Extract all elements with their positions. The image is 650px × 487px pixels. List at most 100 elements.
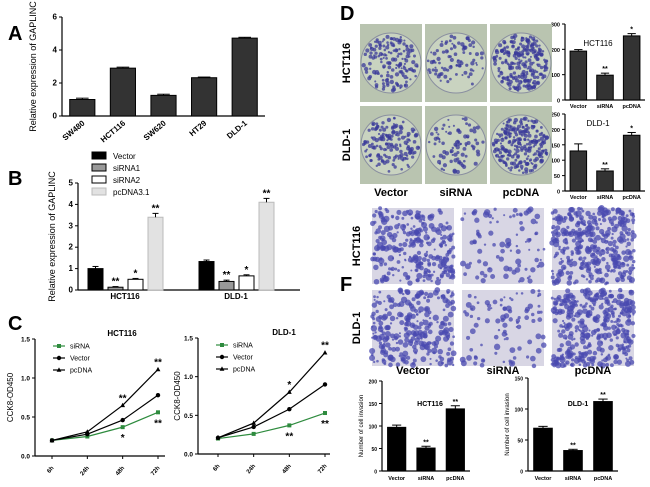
invaded-cell	[550, 357, 555, 362]
colony	[452, 35, 457, 40]
invaded-cell	[632, 248, 636, 253]
invaded-cell	[490, 307, 493, 310]
colony	[371, 145, 376, 150]
invaded-cell	[578, 351, 582, 355]
colony	[389, 41, 393, 45]
invaded-cell	[412, 358, 417, 363]
colony	[374, 44, 378, 48]
significance-mark: **	[285, 431, 293, 442]
x-tick-label: HCT116	[110, 292, 140, 301]
legend-marker-Vector	[219, 354, 225, 360]
colony	[479, 51, 484, 56]
invaded-cell	[558, 247, 561, 251]
invaded-cell	[591, 252, 596, 257]
invaded-cell	[582, 275, 586, 278]
invaded-cell	[583, 361, 587, 364]
invaded-cell	[612, 239, 617, 245]
invaded-cell	[615, 264, 621, 269]
invaded-cell	[414, 268, 418, 272]
invaded-cell	[534, 257, 539, 263]
invaded-cell	[628, 255, 634, 261]
colony	[405, 47, 410, 52]
colony	[363, 66, 369, 72]
invaded-cell	[370, 256, 375, 262]
colony	[381, 78, 385, 82]
colony	[509, 168, 513, 172]
legend-marker-Vector	[56, 355, 62, 361]
invaded-cell	[390, 214, 395, 219]
invaded-cell	[422, 319, 425, 322]
bar-siRNA1-HCT116	[107, 286, 124, 291]
invaded-cell	[534, 232, 538, 236]
colony	[518, 146, 521, 149]
invaded-cell	[442, 240, 447, 245]
invaded-cell	[596, 327, 600, 332]
colony	[516, 128, 519, 131]
colony	[391, 163, 395, 167]
y-tick-label: 4	[69, 200, 74, 209]
colony	[412, 69, 417, 73]
invaded-cell	[624, 231, 629, 235]
colony	[510, 65, 515, 70]
invaded-cell	[606, 250, 610, 255]
invaded-cell	[495, 254, 500, 259]
invaded-cell	[568, 206, 574, 213]
colony	[510, 154, 515, 159]
legend-swatch-Vector	[91, 151, 107, 160]
colony	[532, 80, 537, 84]
invaded-cell	[537, 289, 541, 293]
invaded-cell	[617, 314, 621, 318]
invaded-cell	[433, 248, 436, 251]
colony	[525, 39, 530, 43]
invaded-cell	[404, 289, 408, 293]
colony	[468, 72, 473, 77]
colony	[392, 158, 396, 162]
data-point-Vector	[287, 406, 292, 412]
invaded-cell	[446, 351, 451, 356]
invaded-cell	[399, 312, 404, 318]
invaded-cell	[620, 275, 625, 280]
bar-pcDNA	[593, 401, 613, 472]
colony	[475, 52, 479, 57]
data-point-siRNA	[156, 410, 160, 415]
colony	[412, 139, 417, 144]
invaded-cell	[627, 227, 631, 232]
colony	[512, 120, 517, 125]
colony	[519, 122, 524, 126]
colony	[409, 78, 412, 81]
invaded-cell	[431, 341, 437, 346]
invaded-cell	[592, 215, 598, 221]
invaded-cell	[395, 215, 400, 221]
invaded-cell	[371, 311, 376, 317]
invaded-cell	[493, 334, 499, 340]
colony	[441, 127, 444, 131]
invaded-cell	[383, 274, 387, 277]
colony	[446, 80, 450, 84]
invaded-cell	[385, 324, 391, 331]
invaded-cell	[515, 325, 518, 328]
invaded-cell	[378, 206, 383, 211]
invaded-cell	[616, 293, 623, 300]
invaded-cell	[599, 347, 605, 353]
invaded-cell	[442, 234, 447, 240]
invaded-cell	[373, 278, 380, 285]
invaded-cell	[448, 233, 454, 238]
invaded-cell	[577, 320, 581, 324]
y-axis-label: Relative expression of GAPLINC	[28, 1, 38, 132]
colony	[499, 70, 503, 74]
invaded-cell	[425, 250, 429, 253]
invaded-cell	[584, 332, 591, 339]
invaded-cell	[476, 301, 480, 305]
invaded-cell	[402, 210, 408, 217]
invaded-cell	[564, 237, 568, 241]
x-tick-label: Vector	[535, 476, 553, 482]
invaded-cell	[527, 339, 533, 345]
colony	[444, 42, 448, 46]
legend-marker-siRNA	[57, 344, 61, 348]
invaded-cell	[605, 247, 608, 251]
invaded-cell	[490, 274, 496, 279]
invaded-cell	[373, 298, 376, 301]
invaded-cell	[535, 347, 542, 354]
colony	[374, 138, 379, 143]
y-tick-label: 0	[53, 112, 58, 121]
